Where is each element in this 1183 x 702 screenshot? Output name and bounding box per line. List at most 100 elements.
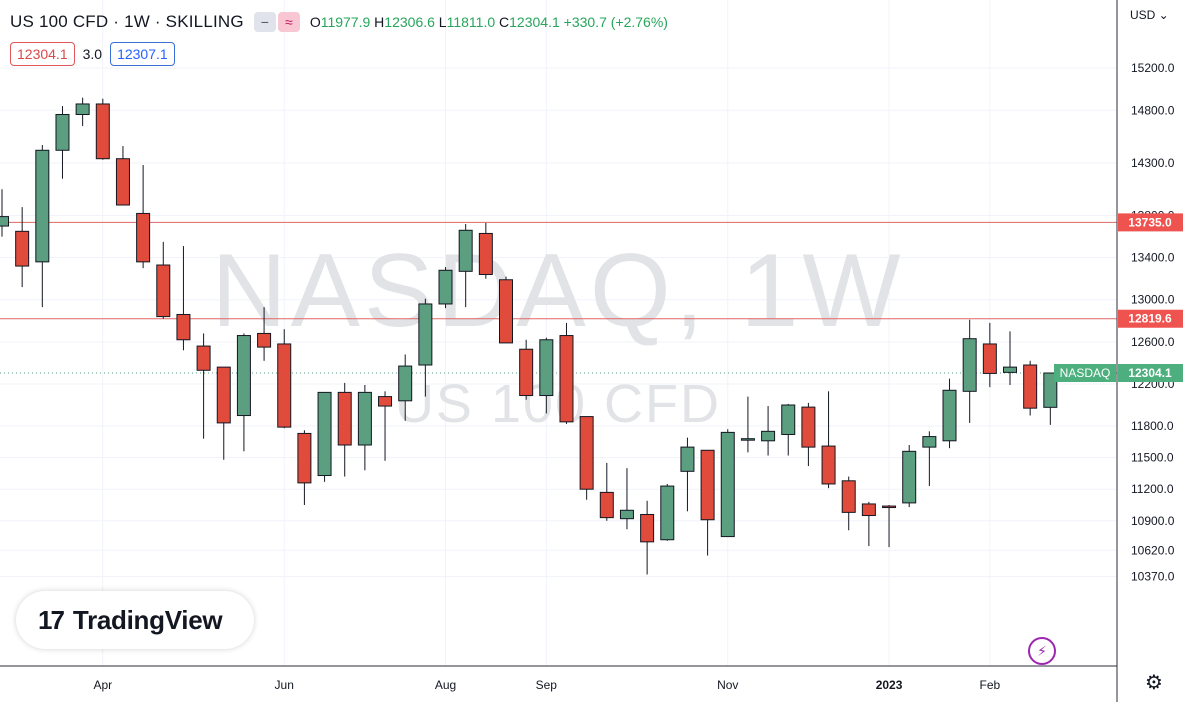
candle[interactable] xyxy=(156,241,171,319)
candle[interactable] xyxy=(922,431,937,487)
candle[interactable] xyxy=(1003,331,1017,386)
tradingview-mark-icon: 17 xyxy=(38,604,65,635)
price-tick-label: 14800.0 xyxy=(1131,103,1175,117)
candle-body xyxy=(297,432,312,484)
price-axis[interactable]: 15200.014800.014300.013800.013400.013000… xyxy=(1131,61,1175,583)
candle-body xyxy=(418,303,433,366)
candle[interactable] xyxy=(418,298,433,397)
minus-icon[interactable]: − xyxy=(253,12,276,32)
symbol-name-tag xyxy=(1054,364,1116,382)
candle[interactable] xyxy=(801,402,816,467)
candle[interactable] xyxy=(115,146,130,206)
price-tick-label: 15200.0 xyxy=(1131,61,1175,75)
candle[interactable] xyxy=(660,483,675,541)
buy-button[interactable]: 12307.1 xyxy=(110,42,175,66)
candle[interactable] xyxy=(257,307,272,361)
candle[interactable] xyxy=(619,468,634,530)
candle-body xyxy=(982,343,997,374)
price-tick-label: 11200.0 xyxy=(1131,482,1174,496)
time-tick-label: Feb xyxy=(979,678,1000,692)
candle[interactable] xyxy=(640,500,655,575)
candle[interactable] xyxy=(75,97,90,127)
candle[interactable] xyxy=(781,403,796,456)
mode-toggle[interactable]: − ≈ xyxy=(253,12,300,32)
candle[interactable] xyxy=(1023,360,1038,416)
candle-body xyxy=(398,365,413,402)
candle-body xyxy=(176,313,191,341)
candle[interactable] xyxy=(35,145,50,308)
candle[interactable] xyxy=(942,378,957,449)
candle[interactable] xyxy=(297,430,312,506)
currency-selector[interactable]: USD ⌄ xyxy=(1130,8,1169,22)
symbol-title[interactable]: US 100 CFD · 1W · SKILLING xyxy=(10,12,244,31)
candle-body xyxy=(761,430,776,442)
candle[interactable] xyxy=(378,391,393,461)
candle[interactable] xyxy=(95,98,110,160)
time-axis[interactable]: Apr Jun Aug Sep Nov 2023 Feb xyxy=(93,678,1000,692)
candle[interactable] xyxy=(478,222,493,279)
candle[interactable] xyxy=(559,322,574,424)
candle[interactable] xyxy=(700,449,715,556)
candle[interactable] xyxy=(337,382,352,477)
time-tick-label: Sep xyxy=(536,678,558,692)
candle[interactable] xyxy=(398,354,413,421)
candle[interactable] xyxy=(962,319,977,423)
candle[interactable] xyxy=(861,501,876,547)
candle[interactable] xyxy=(841,476,856,531)
candle-body xyxy=(922,436,937,448)
candle[interactable] xyxy=(236,333,251,452)
candle-body xyxy=(55,113,70,151)
candle-body xyxy=(579,416,594,490)
candle-body xyxy=(378,396,393,407)
candle[interactable] xyxy=(1043,372,1058,425)
candle-body xyxy=(95,103,110,160)
candle[interactable] xyxy=(176,246,191,351)
lightning-icon[interactable]: ⚡ xyxy=(1028,637,1056,665)
candle[interactable] xyxy=(882,505,897,548)
candle[interactable] xyxy=(982,322,997,388)
candle[interactable] xyxy=(539,337,554,414)
candle-body xyxy=(660,485,675,541)
candle-body xyxy=(640,513,655,543)
candle[interactable] xyxy=(902,445,917,508)
candle[interactable] xyxy=(317,391,332,482)
candle[interactable] xyxy=(0,189,9,237)
candle-body xyxy=(619,509,634,520)
candle[interactable] xyxy=(196,333,211,439)
candle-body xyxy=(337,391,352,446)
candle[interactable] xyxy=(277,329,292,429)
candle[interactable] xyxy=(136,165,151,269)
candle-body xyxy=(559,335,574,423)
candle-body xyxy=(902,450,917,504)
candle[interactable] xyxy=(438,267,453,309)
candle[interactable] xyxy=(720,429,735,538)
candle[interactable] xyxy=(499,276,513,344)
candle-body xyxy=(438,269,453,305)
candle[interactable] xyxy=(579,416,594,500)
gear-icon[interactable]: ⚙ xyxy=(1145,672,1163,694)
candle[interactable] xyxy=(599,462,614,521)
candle[interactable] xyxy=(680,437,695,512)
candle[interactable] xyxy=(458,223,473,308)
candle[interactable] xyxy=(519,339,534,400)
resistance-price-label: 13735.0 xyxy=(1128,215,1172,229)
candle-body xyxy=(720,431,735,538)
candle-body xyxy=(75,103,90,115)
open-value: 11977.9 xyxy=(320,14,371,30)
candle[interactable] xyxy=(821,391,836,489)
candle[interactable] xyxy=(357,385,372,471)
sell-button[interactable]: 12304.1 xyxy=(10,42,75,66)
candle[interactable] xyxy=(15,207,30,288)
candle-body xyxy=(478,232,493,275)
candle[interactable] xyxy=(55,106,70,179)
candle[interactable] xyxy=(216,366,231,460)
tradingview-logo[interactable]: 17 TradingView xyxy=(16,591,254,649)
wave-icon[interactable]: ≈ xyxy=(277,12,300,32)
candle[interactable] xyxy=(740,396,755,453)
candle-body xyxy=(156,264,171,318)
candle-body xyxy=(15,230,30,267)
change-value: +330.7 (+2.76%) xyxy=(563,14,668,30)
candle[interactable] xyxy=(761,406,776,456)
candle-body xyxy=(882,505,897,509)
